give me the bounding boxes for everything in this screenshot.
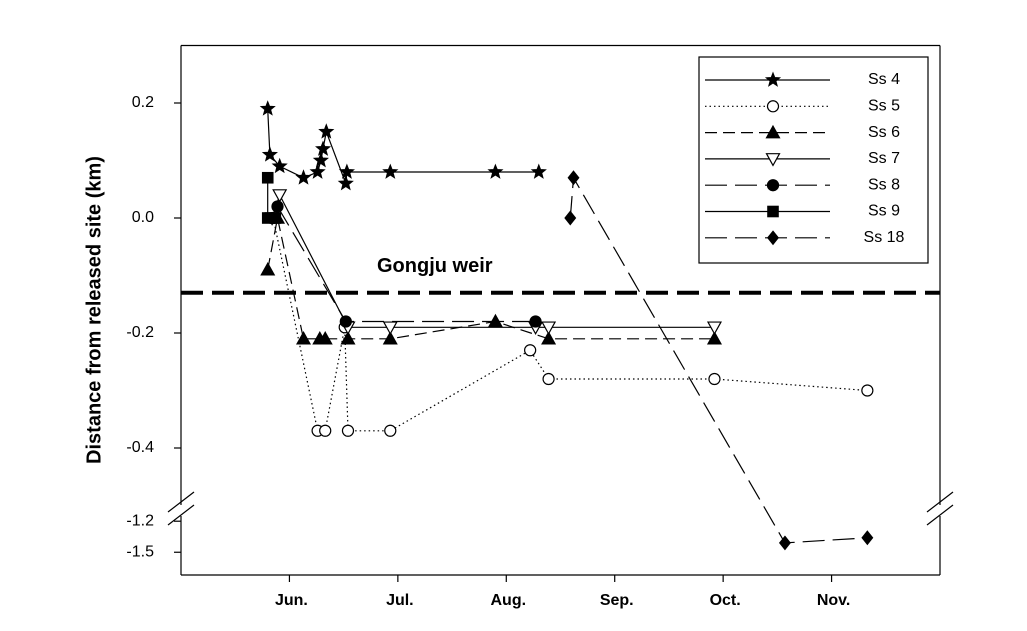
marker [340, 331, 356, 345]
legend-label: Ss 8 [868, 176, 900, 193]
marker [567, 170, 580, 186]
marker [541, 321, 557, 335]
marker [318, 123, 335, 139]
marker [861, 384, 874, 397]
marker [261, 171, 274, 184]
marker [778, 535, 791, 551]
y-tick-label: -0.2 [126, 324, 154, 341]
legend-box [698, 56, 929, 264]
legend-marker [765, 124, 781, 139]
axis-break [167, 504, 195, 526]
marker [564, 210, 577, 226]
marker [382, 163, 399, 179]
y-tick-label: 0.2 [132, 94, 154, 111]
x-tick-label: Jul. [386, 592, 414, 609]
marker [296, 331, 312, 345]
marker [260, 262, 276, 276]
marker [272, 189, 288, 203]
marker [384, 424, 397, 437]
marker [341, 424, 355, 437]
marker [319, 424, 332, 437]
marker [708, 372, 721, 386]
marker [541, 331, 557, 345]
legend-label: Ss 9 [868, 203, 900, 220]
marker [269, 212, 282, 224]
axis-break [926, 491, 954, 513]
series-line [569, 175, 868, 544]
legend-label: Ss 6 [868, 124, 900, 141]
marker [271, 157, 288, 174]
legend-marker [767, 205, 779, 218]
legend-label: Ss 18 [864, 229, 905, 246]
y-tick-label: -0.4 [126, 439, 154, 456]
series-line [267, 217, 715, 340]
marker [706, 331, 722, 345]
marker [487, 313, 503, 328]
marker [271, 200, 284, 213]
legend-marker [765, 153, 781, 167]
legend-marker [767, 230, 779, 246]
marker [529, 315, 542, 328]
y-tick-label: 0.0 [132, 209, 154, 226]
annotation: Gongju weir [377, 255, 493, 277]
marker [382, 331, 398, 345]
marker [487, 163, 504, 179]
y-tick-label: -1.2 [126, 512, 154, 529]
marker [338, 163, 355, 179]
legend-label: Ss 4 [868, 71, 900, 88]
marker [309, 163, 326, 179]
marker [382, 321, 398, 335]
marker [530, 163, 547, 179]
x-tick-label: Oct. [710, 592, 741, 609]
x-tick-label: Aug. [491, 592, 527, 609]
axes-frame [167, 44, 954, 576]
axis-break [926, 504, 954, 526]
marker [312, 152, 329, 168]
marker [337, 175, 354, 191]
legend-label: Ss 7 [868, 150, 900, 167]
legend-marker [764, 71, 782, 87]
marker [317, 331, 333, 345]
x-tick-label: Sep. [600, 592, 634, 609]
legend-marker [766, 179, 780, 192]
marker [315, 140, 332, 156]
marker [295, 169, 312, 185]
marker [542, 372, 555, 386]
marker [706, 321, 722, 335]
marker [861, 530, 874, 546]
marker [259, 100, 276, 116]
legend-label: Ss 5 [868, 98, 900, 115]
legend-marker [766, 100, 780, 113]
marker [339, 315, 352, 328]
marker [261, 146, 278, 162]
x-tick-label: Jun. [275, 592, 308, 609]
marker [524, 344, 537, 357]
y-axis-label: Distance from released site (km) [83, 156, 105, 464]
y-tick-label: -1.5 [126, 543, 154, 560]
x-tick-label: Nov. [817, 592, 850, 609]
axis-break [167, 491, 195, 513]
